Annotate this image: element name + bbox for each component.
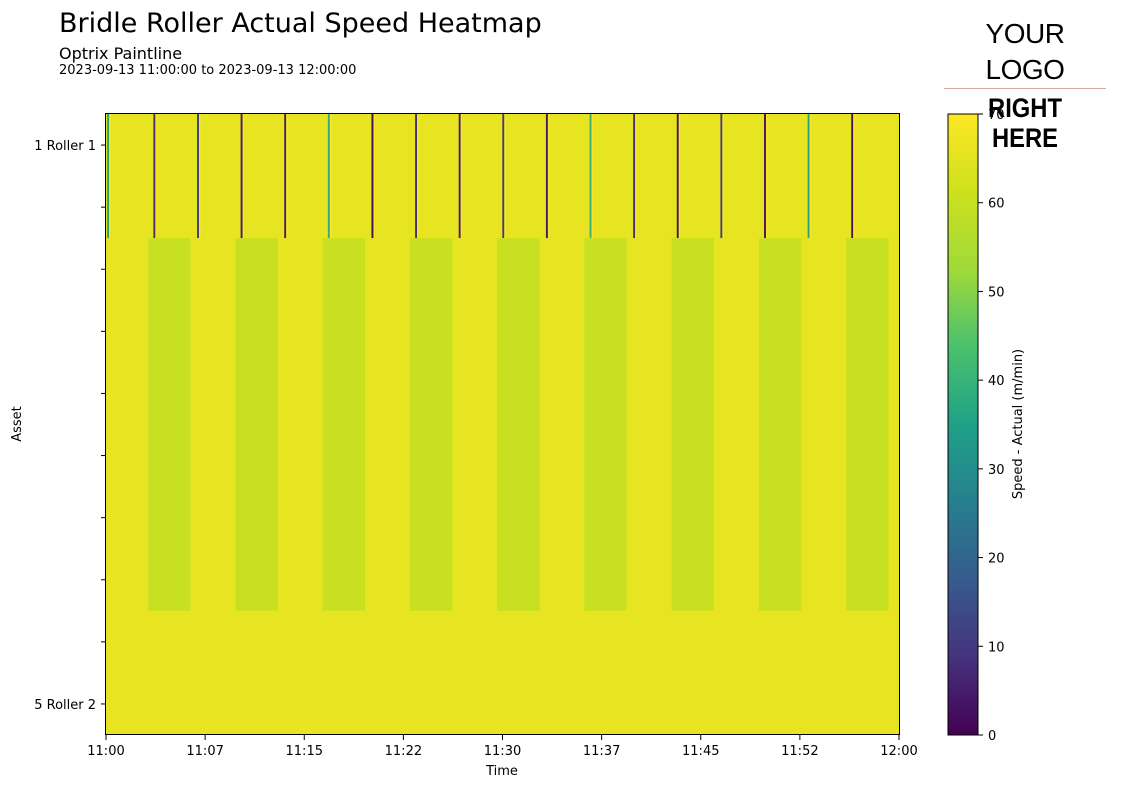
colorbar-tick-label: 10 [988, 640, 1005, 655]
heatmap-peak-cell [591, 114, 594, 239]
colorbar-tick-label: 50 [988, 285, 1005, 300]
heatmap-band-cell [671, 238, 714, 611]
colorbar-tick-label: 20 [988, 552, 1005, 567]
heatmap-band-cell [846, 238, 889, 611]
heatmap-peak-cell [678, 114, 681, 239]
chart-subtitle: Optrix Paintline [59, 44, 183, 63]
x-axis-label: Time [485, 764, 518, 779]
logo-text-bottom: RIGHT HERE [988, 93, 1062, 153]
heatmap-peak-cell [242, 114, 245, 239]
heatmap-band-cell [148, 238, 191, 611]
colorbar-gradient [947, 113, 979, 736]
heatmap-row-cell [106, 610, 899, 735]
x-tick-label: 11:00 [87, 744, 124, 759]
heatmap-peak-cell [155, 114, 157, 239]
x-tick-label: 11:37 [583, 744, 620, 759]
colorbar-label: Speed - Actual (m/min) [1011, 349, 1026, 499]
heatmap-dip-cell [458, 114, 461, 239]
heatmap-peak-cell [547, 114, 550, 239]
x-axis: 11:00 11:07 11:15 11:22 11:30 11:37 11:45 11:52… [87, 735, 918, 759]
heatmap-dip-cell [371, 114, 374, 239]
plot-frame [105, 113, 900, 735]
heatmap-dip-cell [240, 114, 243, 239]
heatmap-band-cell [584, 238, 627, 611]
heatmap-peak-cell [635, 114, 637, 239]
x-tick-label: 11:07 [186, 744, 223, 759]
heatmap-dip-cell [589, 114, 592, 239]
x-tick-label: 11:22 [385, 744, 422, 759]
heatmap-peak-cell [809, 114, 812, 239]
colorbar-tick-label: 30 [988, 463, 1005, 478]
heatmap-peak-cell [722, 114, 724, 239]
x-tick-label: 11:52 [781, 744, 818, 759]
x-tick-label: 12:00 [880, 744, 917, 759]
y-axis-label: Asset [10, 406, 25, 442]
colorbar-tick-label: 70 [988, 108, 1005, 123]
heatmap-band-cell [322, 238, 366, 611]
heatmap-dip-cell [153, 114, 156, 239]
heatmap-dip-cell [851, 114, 854, 239]
logo-text-top: YOUR LOGO [985, 18, 1065, 85]
colorbar-ticks: 0 10 20 30 40 50 60 70 [978, 108, 1005, 744]
heatmap-dip-cell [676, 114, 679, 239]
heatmap-dip-cell [633, 114, 636, 239]
heatmap-peak-cell [417, 114, 419, 239]
y-tick-label: 5 Roller 2 [34, 698, 96, 713]
heatmap-cells [106, 114, 899, 735]
heatmap-dip-cell [807, 114, 810, 239]
heatmap-peak-cell [286, 114, 288, 239]
y-tick-label: 1 Roller 1 [34, 139, 96, 154]
heatmap-peak-cell [766, 114, 768, 239]
colorbar-tick-label: 40 [988, 374, 1005, 389]
heatmap-peak-cell [199, 114, 201, 239]
x-tick-label: 11:30 [484, 744, 521, 759]
heatmap-dip-cell [327, 114, 330, 239]
logo-divider [944, 88, 1106, 89]
date-range: 2023-09-13 11:00:00 to 2023-09-13 12:00:… [59, 63, 357, 78]
colorbar-tick-label: 60 [988, 197, 1005, 212]
heatmap-dip-cell [720, 114, 723, 239]
heatmap-dip-cell [764, 114, 767, 239]
heatmap-dip-cell [502, 114, 505, 239]
y-axis: 1 Roller 1 5 Roller 2 [34, 139, 106, 713]
colorbar-tick-label: 0 [988, 729, 996, 744]
heatmap-dip-cell [107, 114, 110, 239]
heatmap-band-cell [497, 238, 540, 611]
heatmap-peak-cell [504, 114, 506, 239]
heatmap-band-cell [235, 238, 278, 611]
heatmap-dip-cell [545, 114, 548, 239]
colorbar: 0 10 20 30 40 50 60 70 Speed - Actual (m/min) [947, 108, 1026, 744]
heatmap-dip-cell [197, 114, 200, 239]
chart-title: Bridle Roller Actual Speed Heatmap [59, 8, 542, 39]
heatmap-dip-cell [284, 114, 287, 239]
logo-placeholder: YOUR LOGO RIGHT HERE [944, 16, 1106, 153]
heatmap-peak-cell [329, 114, 332, 239]
heatmap-peak-cell [853, 114, 855, 239]
heatmap-band-cell [758, 238, 802, 611]
heatmap-peak-cell [460, 114, 463, 239]
x-tick-label: 11:45 [682, 744, 719, 759]
x-tick-label: 11:15 [286, 744, 323, 759]
heatmap-dip-cell [415, 114, 418, 239]
heatmap-peak-cell [109, 114, 111, 239]
heatmap-band-cell [409, 238, 453, 611]
heatmap-peak-cell [373, 114, 375, 239]
